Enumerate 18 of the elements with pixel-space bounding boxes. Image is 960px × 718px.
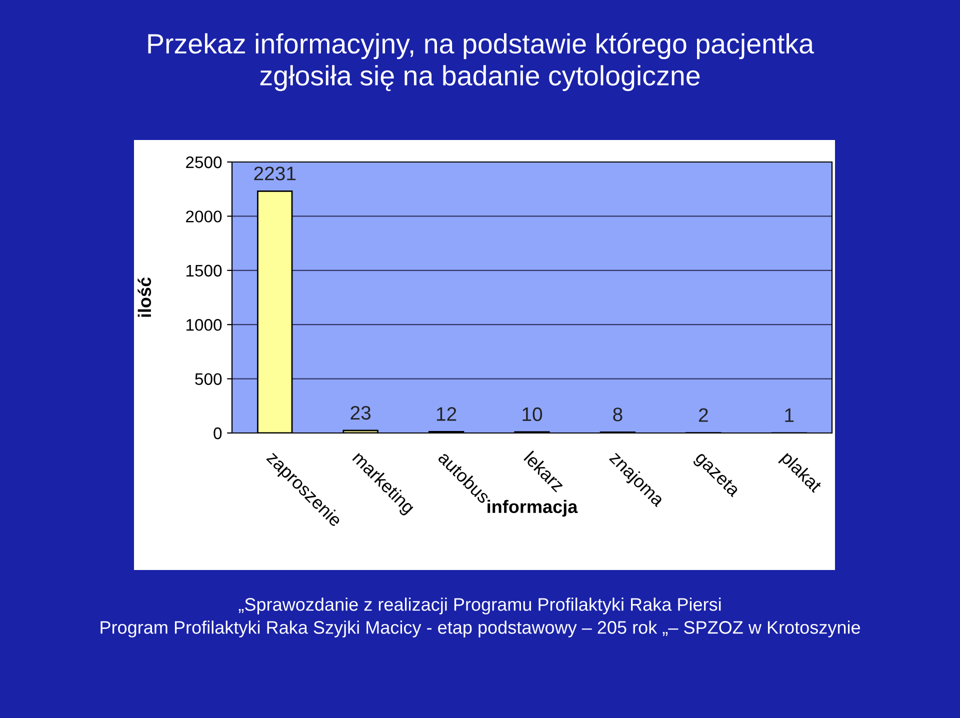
y-tick-label: 0: [214, 427, 222, 440]
chart-title: Przekaz informacyjny, na podstawie którego pacjentka zgłosiła się na badanie cytologiczne: [148, 32, 814, 92]
text: „Sprawozdanie z realizacji Programu Profilaktyki Raka Piersi: [238, 598, 721, 614]
x-axis-title: informacja: [488, 500, 578, 517]
y-tick-label: 1500: [186, 264, 222, 277]
y-tick-label: 2000: [186, 210, 222, 222]
y-tick-label: 1000: [186, 319, 222, 331]
data-label: 12: [436, 407, 456, 421]
data-label: 23: [350, 406, 371, 420]
y-axis-title: ilość: [138, 277, 152, 317]
text: Program Profilaktyki Raka Szyjki Macicy - etap podstawowy – 205 rok „– SPZOZ w Krotoszynie: [100, 620, 860, 638]
y-tick-label: 2500: [186, 156, 222, 168]
data-label: 10: [522, 407, 542, 422]
y-tick-label: 500: [195, 373, 222, 386]
data-label: 1: [785, 408, 794, 422]
data-label: 2: [699, 408, 708, 422]
data-label: 8: [613, 408, 622, 422]
data-label: 2231: [254, 166, 296, 180]
